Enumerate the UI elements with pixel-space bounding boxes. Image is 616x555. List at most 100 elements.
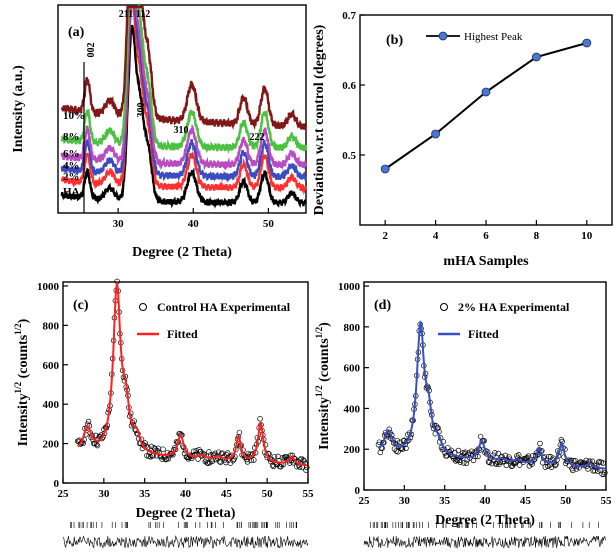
panel-d-experimental-point: [525, 453, 532, 459]
panel-b-legend-label: Highest Peak: [464, 31, 523, 43]
panel-d-ylabel-unit: (counts: [317, 338, 332, 386]
panel-c-experimental-point: [85, 418, 92, 425]
panel-d-y-tick-label: 800: [344, 322, 361, 334]
panel-d-y-tick-label: 0: [355, 485, 361, 497]
panel-c-experimental-point: [257, 416, 263, 422]
panel-c-x-tick-label: 30: [98, 488, 110, 500]
panel-d-experimental-point: [453, 456, 460, 463]
panel-c-y-tick-label: 1000: [37, 281, 60, 293]
panel-c-fitted-line: [77, 280, 307, 467]
panel-a-series-line: [60, 5, 307, 171]
panel-d-experimental-point: [395, 449, 401, 455]
panel-d-experimental-point: [461, 450, 468, 457]
panel-c-residual-line: [62, 535, 309, 549]
panel-d-experimental-point: [515, 452, 522, 458]
panel-b-x-tick-label: 4: [433, 230, 439, 242]
panel-d-x-axis-label: Degree (2 Theta): [435, 513, 535, 528]
panel-c-experimental-point: [217, 459, 224, 465]
panel-d-x-tick-label: 30: [399, 495, 411, 507]
panel-d-experimental-point: [403, 445, 409, 452]
panel-d-ylabel-sup: 1/2: [314, 385, 324, 397]
panel-d-experimental-point: [454, 457, 461, 464]
panel-d-experimental-point: [494, 459, 501, 465]
panel-b-data-point: [431, 129, 441, 139]
panel-c-experimental-point: [165, 455, 172, 462]
panel-a-series-line: [60, 5, 307, 184]
panel-c-y-tick-label: 0: [54, 478, 60, 490]
panel-a-series-label: 4%: [63, 160, 80, 172]
panel-d-legend-experimental: 2% HA Experimental: [458, 300, 570, 314]
panel-a-series-line: [60, 5, 307, 131]
panel-d-experimental-point: [570, 458, 577, 464]
panel-c-x-tick-label: 40: [180, 488, 192, 500]
panel-d-experimental-point: [455, 447, 462, 454]
panel-b-label: (b): [386, 33, 403, 48]
panel-d-experimental-point: [552, 462, 558, 469]
panel-c-x-tick-label: 35: [139, 488, 151, 500]
panel-d-experimental-point: [542, 464, 549, 470]
panel-b-x-tick-label: 6: [483, 230, 489, 242]
panel-a-series-label: 8%: [63, 131, 80, 143]
panel-d-experimental-point: [537, 440, 543, 447]
panel-d-legend-marker: [440, 303, 448, 311]
panel-d-y-axis-label: Intensity1/2 (counts1/2): [314, 322, 332, 450]
panel-d-label: (d): [374, 298, 391, 313]
panel-d-experimental-point: [399, 446, 406, 452]
panel-d-y-tick-label: 400: [344, 403, 361, 415]
panel-c-x-tick-label: 55: [303, 488, 315, 500]
panel-a-y-axis-label: Intensity (a.u.): [11, 65, 26, 153]
panel-c-x-tick-label: 50: [262, 488, 274, 500]
panel-a-x-axis-label: Degree (2 Theta): [132, 245, 232, 260]
panel-d-experimental-point: [594, 468, 601, 474]
panel-d-experimental-point: [492, 450, 498, 456]
panel-b-x-tick-label: 2: [382, 230, 388, 242]
panel-d-experimental-point: [495, 450, 502, 457]
panel-c-experimental-point: [93, 441, 100, 448]
panel-b-data-point: [582, 38, 592, 48]
panel-b-y-axis-label: Deviation w.r.t control (degrees): [312, 24, 327, 215]
panel-b-y-tick-label: 0.5: [342, 150, 356, 162]
panel-c-ylabel-main: Intensity: [16, 393, 31, 446]
panel-c-y-tick-label: 600: [43, 360, 60, 372]
panel-c-experimental-point: [231, 456, 237, 462]
panel-c-experimental-point: [271, 453, 278, 460]
panel-a-peak-label: 112: [136, 9, 150, 20]
panel-c-experimental-point: [207, 460, 213, 466]
panel-c-ylabel-sup: 1/2: [13, 381, 23, 393]
panel-d-experimental-point: [463, 460, 470, 467]
panel-a-series-line: [60, 5, 307, 196]
panel-c-experimental-point: [224, 450, 231, 456]
panel-c-label: (c): [73, 298, 89, 313]
panel-c-experimental-point: [215, 449, 222, 455]
panel-a-series-line: [60, 24, 307, 209]
panel-d-ylabel-unit-sup: 1/2: [314, 326, 324, 338]
panel-a-peak-label: 002: [86, 43, 97, 58]
panel-d-experimental-point: [460, 450, 466, 456]
panel-b-legend-marker: [438, 31, 448, 41]
panel-c-ylabel-close: ): [16, 318, 31, 323]
panel-a-peak-label: 222: [250, 132, 265, 143]
panel-c-experimental-point: [251, 457, 257, 463]
panel-c: (c) Degree (2 Theta) Intensity1/2 (count…: [13, 278, 315, 521]
panel-d-x-tick-label: 50: [560, 495, 572, 507]
panel-c-experimental-point: [297, 456, 304, 463]
panel-a-peak-label: 300: [136, 103, 147, 118]
panel-d-experimental-point: [397, 439, 403, 445]
panel-c-experimental-point: [148, 443, 155, 450]
panel-c-y-tick-label: 200: [43, 439, 60, 451]
panel-d-experimental-point: [457, 459, 463, 465]
panel-c-x-tick-label: 45: [221, 488, 233, 500]
panel-a-frame: [57, 4, 307, 214]
panel-c-experimental-point: [244, 459, 251, 465]
panel-b: (b) mHA Samples Deviation w.r.t control …: [312, 10, 613, 269]
panel-d-experimental-point: [400, 438, 407, 444]
panel-d-experimental-point: [435, 425, 441, 431]
panel-c-y-tick-label: 400: [43, 399, 60, 411]
panel-d-y-tick-label: 200: [344, 444, 361, 456]
panel-c-experimental-point: [236, 429, 243, 436]
panel-c-experimental-point: [275, 453, 281, 460]
panel-d-ylabel-main: Intensity: [317, 397, 332, 450]
panel-c-experimental-point: [279, 454, 286, 461]
panel-d-experimental-point: [602, 469, 608, 476]
panel-b-x-tick-label: 10: [581, 230, 593, 242]
